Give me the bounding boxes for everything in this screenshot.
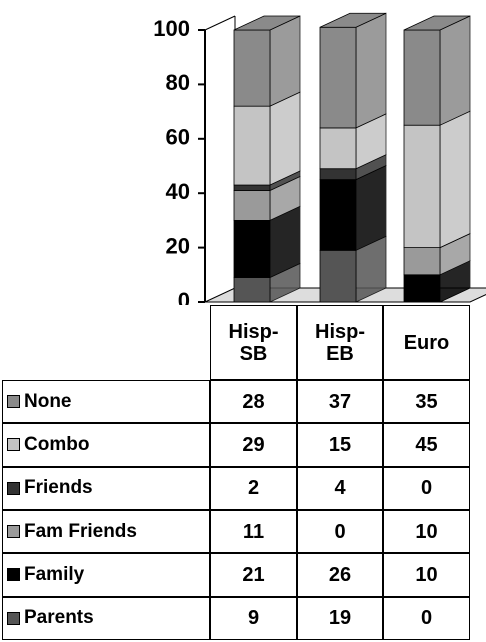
y-tick-label: 40	[166, 179, 190, 204]
bar-side	[355, 164, 387, 251]
bar-side	[439, 110, 471, 249]
y-tick-label: 80	[166, 70, 190, 95]
table-value: 45	[383, 423, 470, 467]
legend-entry: Combo	[2, 423, 210, 467]
bar-segment	[319, 26, 357, 129]
wall-edge	[204, 15, 236, 31]
legend-label: Friends	[24, 477, 93, 499]
table-value: 19	[297, 596, 383, 640]
y-tick-label: 0	[178, 288, 190, 305]
y-tick-label: 60	[166, 125, 190, 150]
bar-side	[439, 15, 471, 126]
table-value: 9	[210, 596, 297, 640]
legend-entry: None	[2, 380, 210, 424]
table-value: 0	[383, 466, 470, 510]
bar-segment	[319, 127, 357, 170]
bar-segment	[403, 124, 441, 248]
bar-segment	[233, 277, 271, 303]
table-value: 29	[210, 423, 297, 467]
table-value: 37	[297, 380, 383, 424]
bar-segment	[403, 29, 441, 126]
table-value: 15	[297, 423, 383, 467]
bar-segment	[403, 247, 441, 276]
legend-key	[7, 568, 20, 582]
legend-entry: Parents	[2, 596, 210, 640]
table-value: 11	[210, 510, 297, 554]
bar-segment	[233, 184, 271, 191]
category-label: Hisp-SB	[210, 305, 297, 380]
category-label: Hisp-EB	[297, 305, 383, 380]
table-value: 26	[297, 553, 383, 597]
bar-segment	[233, 219, 271, 278]
table-value: 4	[297, 466, 383, 510]
table-value: 28	[210, 380, 297, 424]
bar-top	[319, 12, 387, 28]
legend-entry: Family	[2, 553, 210, 597]
legend-label: None	[24, 390, 72, 412]
bar-segment	[319, 168, 357, 181]
bar-side	[355, 12, 387, 129]
legend-label: Parents	[24, 607, 94, 629]
table-value: 0	[383, 596, 470, 640]
table-value: 21	[210, 553, 297, 597]
bar-top	[233, 15, 301, 31]
table-value: 10	[383, 510, 470, 554]
legend-key	[7, 438, 20, 452]
bar-side	[269, 91, 301, 186]
table-value: 35	[383, 380, 470, 424]
bar-segment	[233, 190, 271, 221]
legend-entry: Fam Friends	[2, 510, 210, 554]
legend-label: Fam Friends	[24, 520, 137, 542]
table-value: 2	[210, 466, 297, 510]
y-tick-label: 20	[166, 233, 190, 258]
bar-top	[403, 15, 471, 31]
legend-key	[7, 525, 20, 539]
legend-key	[7, 481, 20, 495]
bar-segment	[319, 249, 357, 303]
y-tick-label: 100	[153, 16, 190, 41]
legend-entry: Friends	[2, 466, 210, 510]
legend-label: Combo	[24, 433, 90, 455]
bar-segment	[233, 105, 271, 186]
bar-segment	[319, 179, 357, 251]
legend-key	[7, 611, 20, 625]
category-label: Euro	[383, 305, 470, 380]
bar-side	[269, 15, 301, 107]
bar-segment	[403, 274, 441, 303]
chart: 0 20 40 60 80 100	[153, 12, 486, 305]
table-value: 0	[297, 510, 383, 554]
legend-key	[7, 395, 20, 409]
bar-segment	[233, 29, 271, 107]
table-value: 10	[383, 553, 470, 597]
legend-label: Family	[24, 563, 85, 585]
